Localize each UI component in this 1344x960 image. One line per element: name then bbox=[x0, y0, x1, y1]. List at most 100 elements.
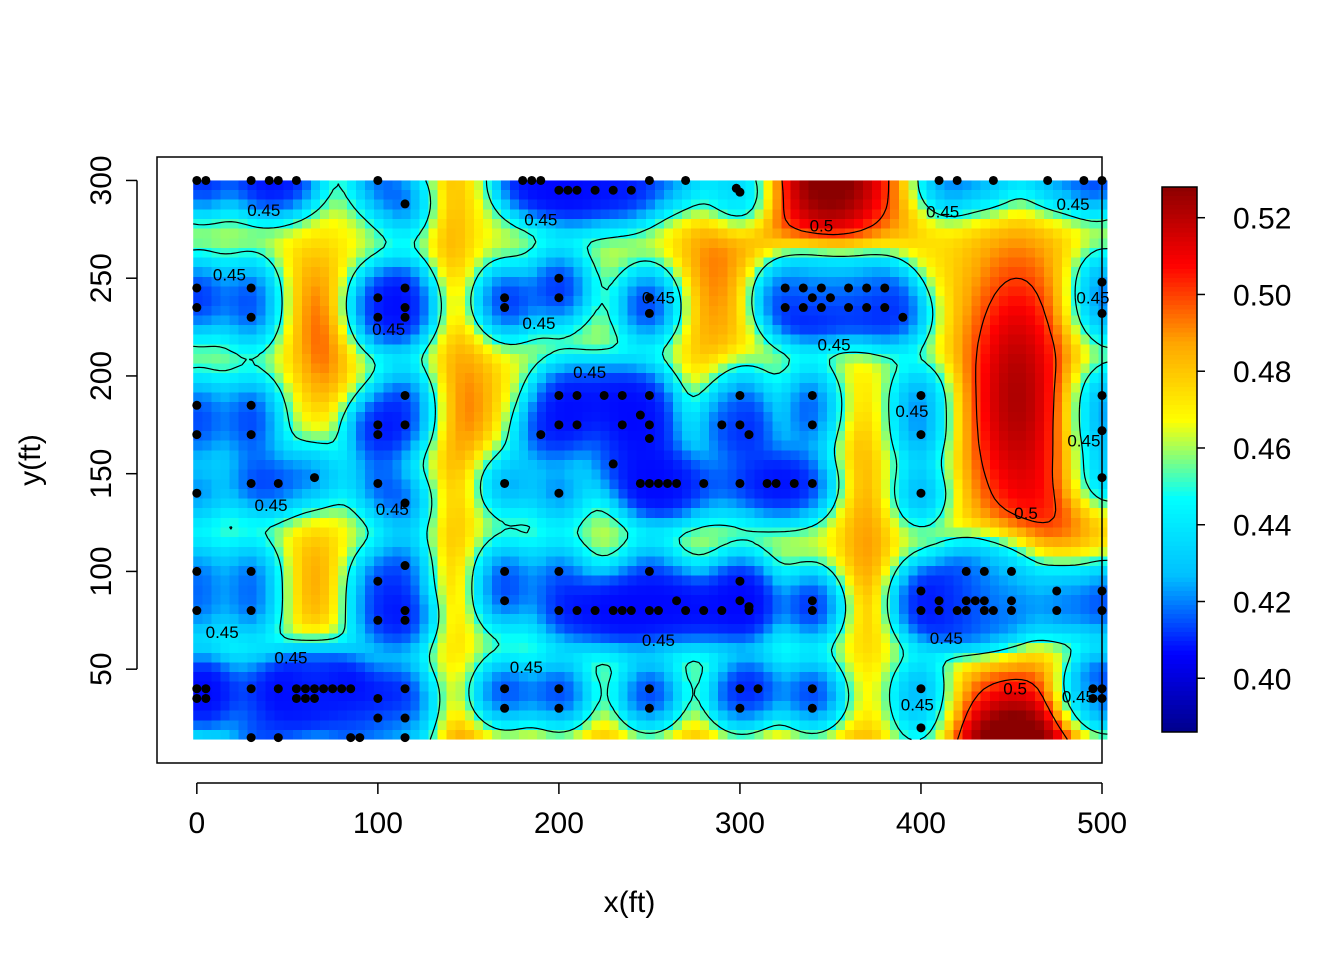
sample-point bbox=[916, 586, 926, 596]
sample-point bbox=[979, 606, 989, 616]
sample-point bbox=[934, 175, 944, 185]
sample-point bbox=[554, 185, 564, 195]
sample-point bbox=[635, 478, 645, 488]
x-tick-label: 300 bbox=[715, 807, 765, 840]
sample-point bbox=[644, 293, 654, 303]
contour-line-0-45 bbox=[193, 180, 1108, 741]
sample-point bbox=[201, 693, 211, 703]
sample-point bbox=[590, 606, 600, 616]
sample-point bbox=[291, 684, 301, 694]
sample-point bbox=[644, 175, 654, 185]
sample-point bbox=[264, 175, 274, 185]
sample-point bbox=[961, 596, 971, 606]
sample-point bbox=[617, 390, 627, 400]
sample-point bbox=[373, 420, 383, 430]
sample-point bbox=[192, 606, 202, 616]
sample-point bbox=[644, 478, 654, 488]
sample-point bbox=[807, 596, 817, 606]
sample-point bbox=[400, 420, 410, 430]
sample-point bbox=[970, 596, 980, 606]
sample-point bbox=[735, 420, 745, 430]
sample-point bbox=[373, 615, 383, 625]
sample-point bbox=[201, 684, 211, 694]
colorbar: 0.40 0.42 0.44 0.46 0.48 0.50 0.52 bbox=[1161, 186, 1291, 733]
sample-point bbox=[1006, 596, 1016, 606]
contour-label: 0.45 bbox=[930, 629, 963, 648]
sample-point bbox=[780, 303, 790, 313]
sample-point bbox=[653, 606, 663, 616]
y-tick-label: 150 bbox=[85, 449, 118, 499]
contour-line-0-5 bbox=[781, 180, 1068, 740]
x-tick-label: 400 bbox=[896, 807, 946, 840]
sample-point bbox=[337, 684, 347, 694]
sample-point bbox=[644, 606, 654, 616]
sample-point bbox=[500, 703, 510, 713]
x-axis-title: x(ft) bbox=[604, 886, 656, 919]
sample-point bbox=[644, 390, 654, 400]
colorbar-tick-label: 0.52 bbox=[1233, 203, 1291, 236]
sample-point bbox=[291, 175, 301, 185]
contour-label: 0.45 bbox=[1056, 195, 1089, 214]
sample-point bbox=[400, 498, 410, 508]
sample-point bbox=[988, 175, 998, 185]
sample-point bbox=[300, 693, 310, 703]
x-tick-label: 500 bbox=[1077, 807, 1127, 840]
sample-point bbox=[400, 615, 410, 625]
sample-point bbox=[644, 420, 654, 430]
sample-point bbox=[916, 606, 926, 616]
sample-point bbox=[554, 390, 564, 400]
sample-point bbox=[979, 566, 989, 576]
sample-point bbox=[988, 606, 998, 616]
contour-label: 0.45 bbox=[895, 402, 928, 421]
contour-label: 0.45 bbox=[901, 695, 934, 714]
y-axis-title: y(ft) bbox=[14, 434, 47, 486]
sample-point bbox=[771, 478, 781, 488]
sample-point bbox=[400, 561, 410, 571]
sample-point bbox=[1079, 175, 1089, 185]
sample-point bbox=[644, 684, 654, 694]
contour-labels: 0.45 0.45 0.45 0.45 0.45 0.45 0.45 0.45 0.45 0.45… bbox=[206, 195, 1110, 714]
sample-point bbox=[798, 283, 808, 293]
sample-point bbox=[762, 478, 772, 488]
contour-label: 0.45 bbox=[1062, 688, 1095, 707]
sample-point bbox=[291, 693, 301, 703]
sample-point bbox=[192, 488, 202, 498]
sample-point bbox=[1052, 606, 1062, 616]
contour-label: 0.45 bbox=[510, 658, 543, 677]
colorbar-tick-label: 0.50 bbox=[1233, 279, 1291, 312]
sample-point bbox=[554, 684, 564, 694]
sample-point bbox=[961, 606, 971, 616]
contour-label: 0.45 bbox=[255, 496, 288, 515]
sample-point bbox=[192, 400, 202, 410]
sample-point bbox=[400, 390, 410, 400]
colorbar-tick-label: 0.44 bbox=[1233, 510, 1291, 543]
y-tick-label: 250 bbox=[85, 253, 118, 303]
sample-point bbox=[1006, 566, 1016, 576]
sample-point bbox=[201, 175, 211, 185]
contour-label: 0.45 bbox=[524, 211, 557, 230]
sample-point bbox=[536, 175, 546, 185]
sample-point bbox=[1052, 586, 1062, 596]
sample-point bbox=[572, 390, 582, 400]
sample-point bbox=[590, 185, 600, 195]
sample-point bbox=[246, 175, 256, 185]
x-tick-label: 200 bbox=[534, 807, 584, 840]
sample-point bbox=[1006, 606, 1016, 616]
sample-point bbox=[400, 283, 410, 293]
sample-point bbox=[608, 185, 618, 195]
sample-point bbox=[246, 283, 256, 293]
sample-point bbox=[346, 684, 356, 694]
sample-point bbox=[608, 606, 618, 616]
sample-point bbox=[862, 283, 872, 293]
sample-point bbox=[753, 684, 763, 694]
sample-point bbox=[672, 478, 682, 488]
sample-point bbox=[192, 430, 202, 440]
sample-point bbox=[880, 283, 890, 293]
sample-point bbox=[735, 684, 745, 694]
sample-point bbox=[246, 733, 256, 743]
sample-point bbox=[572, 606, 582, 616]
sample-point bbox=[735, 390, 745, 400]
sample-point bbox=[844, 283, 854, 293]
sample-point bbox=[681, 606, 691, 616]
sample-point bbox=[192, 693, 202, 703]
